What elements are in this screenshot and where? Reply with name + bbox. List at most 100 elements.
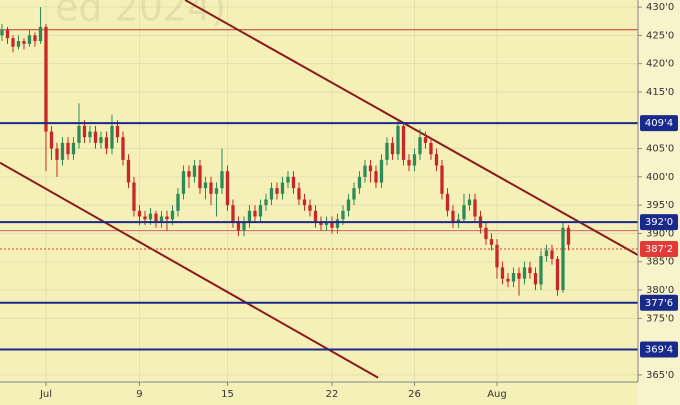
x-tick-label: 9 xyxy=(136,389,142,400)
candle-body xyxy=(253,210,257,217)
candle-body xyxy=(451,210,455,223)
candle-body xyxy=(407,159,411,166)
candle-body xyxy=(93,131,98,143)
candle-body xyxy=(550,250,554,259)
candle-body xyxy=(198,165,202,189)
candle-body xyxy=(11,38,15,47)
y-tick-label: 405'0 xyxy=(646,144,674,155)
candle-body xyxy=(390,142,395,155)
candle-body xyxy=(99,137,103,143)
candle-body xyxy=(176,193,180,211)
candle-body xyxy=(49,131,54,149)
candle-body xyxy=(286,176,290,183)
axis-layer: 430'0 425'0 420'0 415'0 405'0 400'0 395'0 390'0… xyxy=(39,2,678,400)
candle-body xyxy=(104,137,109,149)
candle-body xyxy=(418,137,422,155)
candle-body xyxy=(209,182,213,194)
candle-body xyxy=(539,256,543,285)
candle-body xyxy=(170,210,175,220)
candle-body xyxy=(132,182,136,211)
candle-body xyxy=(159,216,164,223)
candle-body xyxy=(181,171,186,194)
candle-body xyxy=(561,227,565,291)
candle-body xyxy=(121,137,125,160)
candle-body xyxy=(335,219,340,228)
candle-body xyxy=(434,154,439,166)
candle-body xyxy=(231,205,235,223)
candle-body xyxy=(396,125,400,155)
candle-body xyxy=(522,267,527,279)
candle-body xyxy=(225,171,230,206)
candle-body xyxy=(126,159,131,183)
x-tick-label: Aug xyxy=(487,389,507,400)
candle-body xyxy=(566,227,571,245)
candle-body xyxy=(440,165,444,194)
candle-body xyxy=(55,148,59,160)
candle-body xyxy=(280,182,285,194)
candle-body xyxy=(429,142,433,155)
candle-body xyxy=(192,165,197,177)
level-badge xyxy=(640,341,678,358)
trend-line xyxy=(0,161,379,379)
candle-body xyxy=(346,199,351,211)
candle-body xyxy=(297,188,301,200)
candle-body xyxy=(445,193,450,211)
candle-body xyxy=(495,244,499,268)
plot-area xyxy=(0,0,638,382)
candle-body xyxy=(517,273,521,279)
candle-body xyxy=(214,188,219,194)
x-tick-label: Jul xyxy=(39,389,52,400)
candle-body xyxy=(544,250,549,257)
candle-body xyxy=(165,216,169,220)
y-tick-label: 390'0 xyxy=(646,228,674,239)
candle-body xyxy=(60,142,65,160)
level-label: 387'2 xyxy=(645,244,673,255)
candle-body xyxy=(456,219,461,223)
x-tick-label: 15 xyxy=(221,389,234,400)
candle-body xyxy=(506,278,510,282)
candle-body xyxy=(44,26,48,132)
candle-body xyxy=(38,26,43,42)
candle-body xyxy=(379,159,384,183)
candle-body xyxy=(484,227,488,240)
candle-body xyxy=(33,35,37,42)
candle-body xyxy=(324,222,329,225)
candle-body xyxy=(308,205,312,211)
y-tick-label: 395'0 xyxy=(646,200,674,211)
candle-body xyxy=(462,205,466,220)
y-tick-label: 365'0 xyxy=(646,370,674,381)
candle-body xyxy=(555,258,560,291)
candle-body xyxy=(319,222,323,225)
candle-body xyxy=(423,137,428,143)
candle-body xyxy=(22,41,26,44)
candle-body xyxy=(341,210,345,220)
watermark: ed 2024) xyxy=(55,0,226,30)
y-tick-label: 385'0 xyxy=(646,257,674,268)
candle-body xyxy=(489,239,494,245)
candle-body xyxy=(500,267,505,279)
candle-body xyxy=(374,171,378,183)
candle-body xyxy=(154,213,158,223)
candle-body xyxy=(115,125,120,138)
x-tick-label: 22 xyxy=(326,389,339,400)
candle-body xyxy=(357,176,362,189)
candle-body xyxy=(247,210,252,223)
candle-body xyxy=(71,142,76,155)
candle-body xyxy=(148,213,153,220)
candle-body xyxy=(363,165,367,177)
candle-body xyxy=(352,188,356,200)
candle-body xyxy=(0,29,4,36)
candle-body xyxy=(401,125,406,160)
y-tick-label: 400'0 xyxy=(646,172,674,183)
y-tick-label: 380'0 xyxy=(646,285,674,296)
candle-body xyxy=(313,210,318,223)
candle-body xyxy=(242,222,246,231)
candle-body xyxy=(88,131,92,138)
candle-body xyxy=(258,205,263,217)
candle-body xyxy=(467,199,472,206)
candle-body xyxy=(264,199,268,206)
y-tick-label: 375'0 xyxy=(646,313,674,324)
candle-body xyxy=(77,125,81,143)
